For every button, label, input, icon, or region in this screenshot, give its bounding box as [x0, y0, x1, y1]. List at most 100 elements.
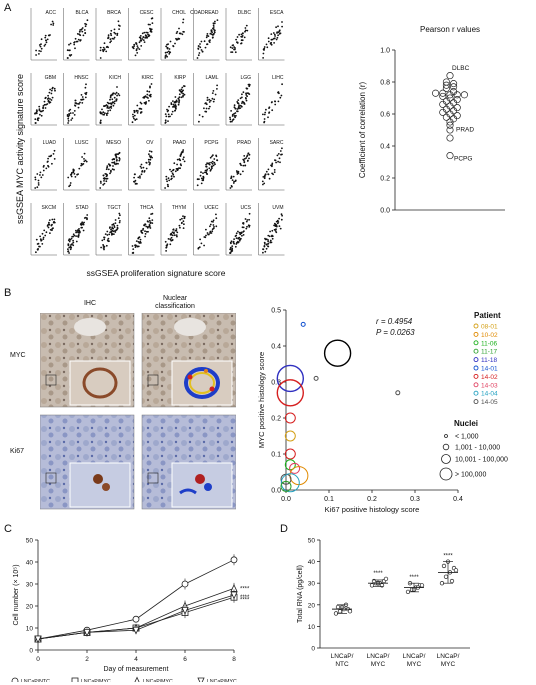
- mini-point: [147, 23, 150, 26]
- pearson-ytick-label: 0.0: [380, 208, 390, 215]
- mini-point: [165, 250, 168, 252]
- marker-triangle-down: [197, 677, 205, 682]
- hist-point: [280, 480, 292, 492]
- mini-point: [232, 175, 235, 178]
- hist-point: [300, 321, 306, 327]
- mini-point: [238, 239, 241, 242]
- mini-point: [150, 150, 153, 153]
- mini-point: [182, 85, 185, 87]
- growth-legend-item: LNCaP/MYC: [197, 677, 237, 682]
- mini-point: [196, 57, 199, 59]
- rna-point: [419, 583, 425, 588]
- mini-point: [271, 38, 274, 41]
- mini-point: [134, 183, 137, 185]
- mini-point: [82, 34, 85, 37]
- mini-point: [274, 103, 277, 106]
- mini-point: [146, 220, 149, 223]
- mini-title: ESCA: [270, 10, 284, 16]
- mini-point: [209, 232, 211, 234]
- mini-point: [106, 239, 109, 242]
- mini-point: [149, 30, 152, 33]
- growth-ytick-label: 40: [26, 560, 34, 567]
- legend-patient-swatch: [473, 390, 479, 396]
- mini-point: [74, 99, 77, 102]
- mini-point: [72, 235, 74, 238]
- hist-point: [323, 339, 352, 367]
- mini-point: [35, 54, 37, 56]
- mini-point: [106, 230, 109, 233]
- mini-point: [106, 174, 108, 177]
- mini-point: [178, 93, 181, 96]
- mini-point: [142, 166, 145, 169]
- growth-ytick-label: 0: [29, 648, 33, 655]
- mini-point: [69, 248, 72, 251]
- mini-point: [110, 169, 112, 172]
- mini-title: UVM: [272, 205, 283, 211]
- mini-point: [105, 50, 108, 53]
- mini-point: [107, 34, 110, 37]
- mini-point: [81, 27, 84, 29]
- mini-point: [75, 231, 77, 234]
- mini-point: [48, 221, 50, 224]
- mini-point: [165, 115, 168, 118]
- mini-point: [183, 93, 186, 96]
- mini-point: [170, 236, 173, 239]
- hist-ytick-label: 0.4: [271, 344, 281, 351]
- mini-point: [140, 39, 143, 42]
- mini-point: [117, 162, 119, 165]
- mini-point: [145, 161, 148, 164]
- mini-point: [170, 175, 173, 178]
- legend-nuclei-swatch: [441, 454, 451, 464]
- rna-ylabel: Total RNA (pg/cell): [297, 565, 304, 623]
- mini-point: [176, 158, 179, 161]
- mini-point: [169, 115, 171, 118]
- mini-point: [150, 155, 152, 158]
- mini-point: [136, 52, 139, 54]
- mini-point: [279, 150, 282, 152]
- mini-point: [84, 22, 86, 25]
- mini-title: COADREAD: [190, 10, 219, 16]
- mini-point: [280, 94, 283, 97]
- mini-point: [148, 217, 151, 220]
- pearson-ytick-label: 0.4: [380, 144, 390, 151]
- mini-point: [109, 32, 112, 35]
- mini-point: [103, 177, 106, 179]
- mini-point: [113, 102, 116, 105]
- rna-ytick-label: 10: [308, 624, 316, 631]
- mini-point: [113, 226, 116, 229]
- mini-point: [206, 99, 209, 101]
- mini-point: [206, 232, 209, 234]
- mini-point: [172, 106, 174, 108]
- mini-point: [144, 230, 146, 233]
- mini-point: [50, 99, 53, 101]
- mini-point: [216, 159, 219, 162]
- mini-point: [106, 114, 108, 116]
- mini-point: [113, 36, 116, 39]
- hist-ylabel: MYC positive histology score: [257, 352, 266, 448]
- mini-point: [133, 181, 136, 183]
- mini-point: [100, 182, 102, 184]
- mini-point: [105, 180, 108, 183]
- mini-scatter-gbm: GBM: [30, 73, 57, 126]
- mini-point: [267, 245, 269, 248]
- mini-point: [276, 31, 279, 34]
- mini-point: [144, 37, 147, 39]
- mini-point: [177, 97, 180, 100]
- mini-scatter-brca: BRCA: [95, 8, 122, 61]
- mini-point: [137, 176, 140, 179]
- mini-point: [199, 46, 202, 49]
- mini-point: [80, 98, 82, 101]
- mini-point: [271, 162, 274, 165]
- mini-point: [210, 165, 213, 168]
- mini-point: [144, 233, 147, 235]
- growth-significance: ****: [240, 595, 250, 601]
- mini-point: [110, 40, 112, 42]
- mini-point: [140, 229, 143, 232]
- mini-point: [70, 246, 73, 249]
- mini-point: [52, 153, 55, 155]
- mini-point: [132, 252, 135, 254]
- mini-point: [272, 173, 274, 176]
- mini-point: [208, 107, 210, 110]
- mini-point: [197, 45, 200, 47]
- mini-point: [40, 43, 42, 45]
